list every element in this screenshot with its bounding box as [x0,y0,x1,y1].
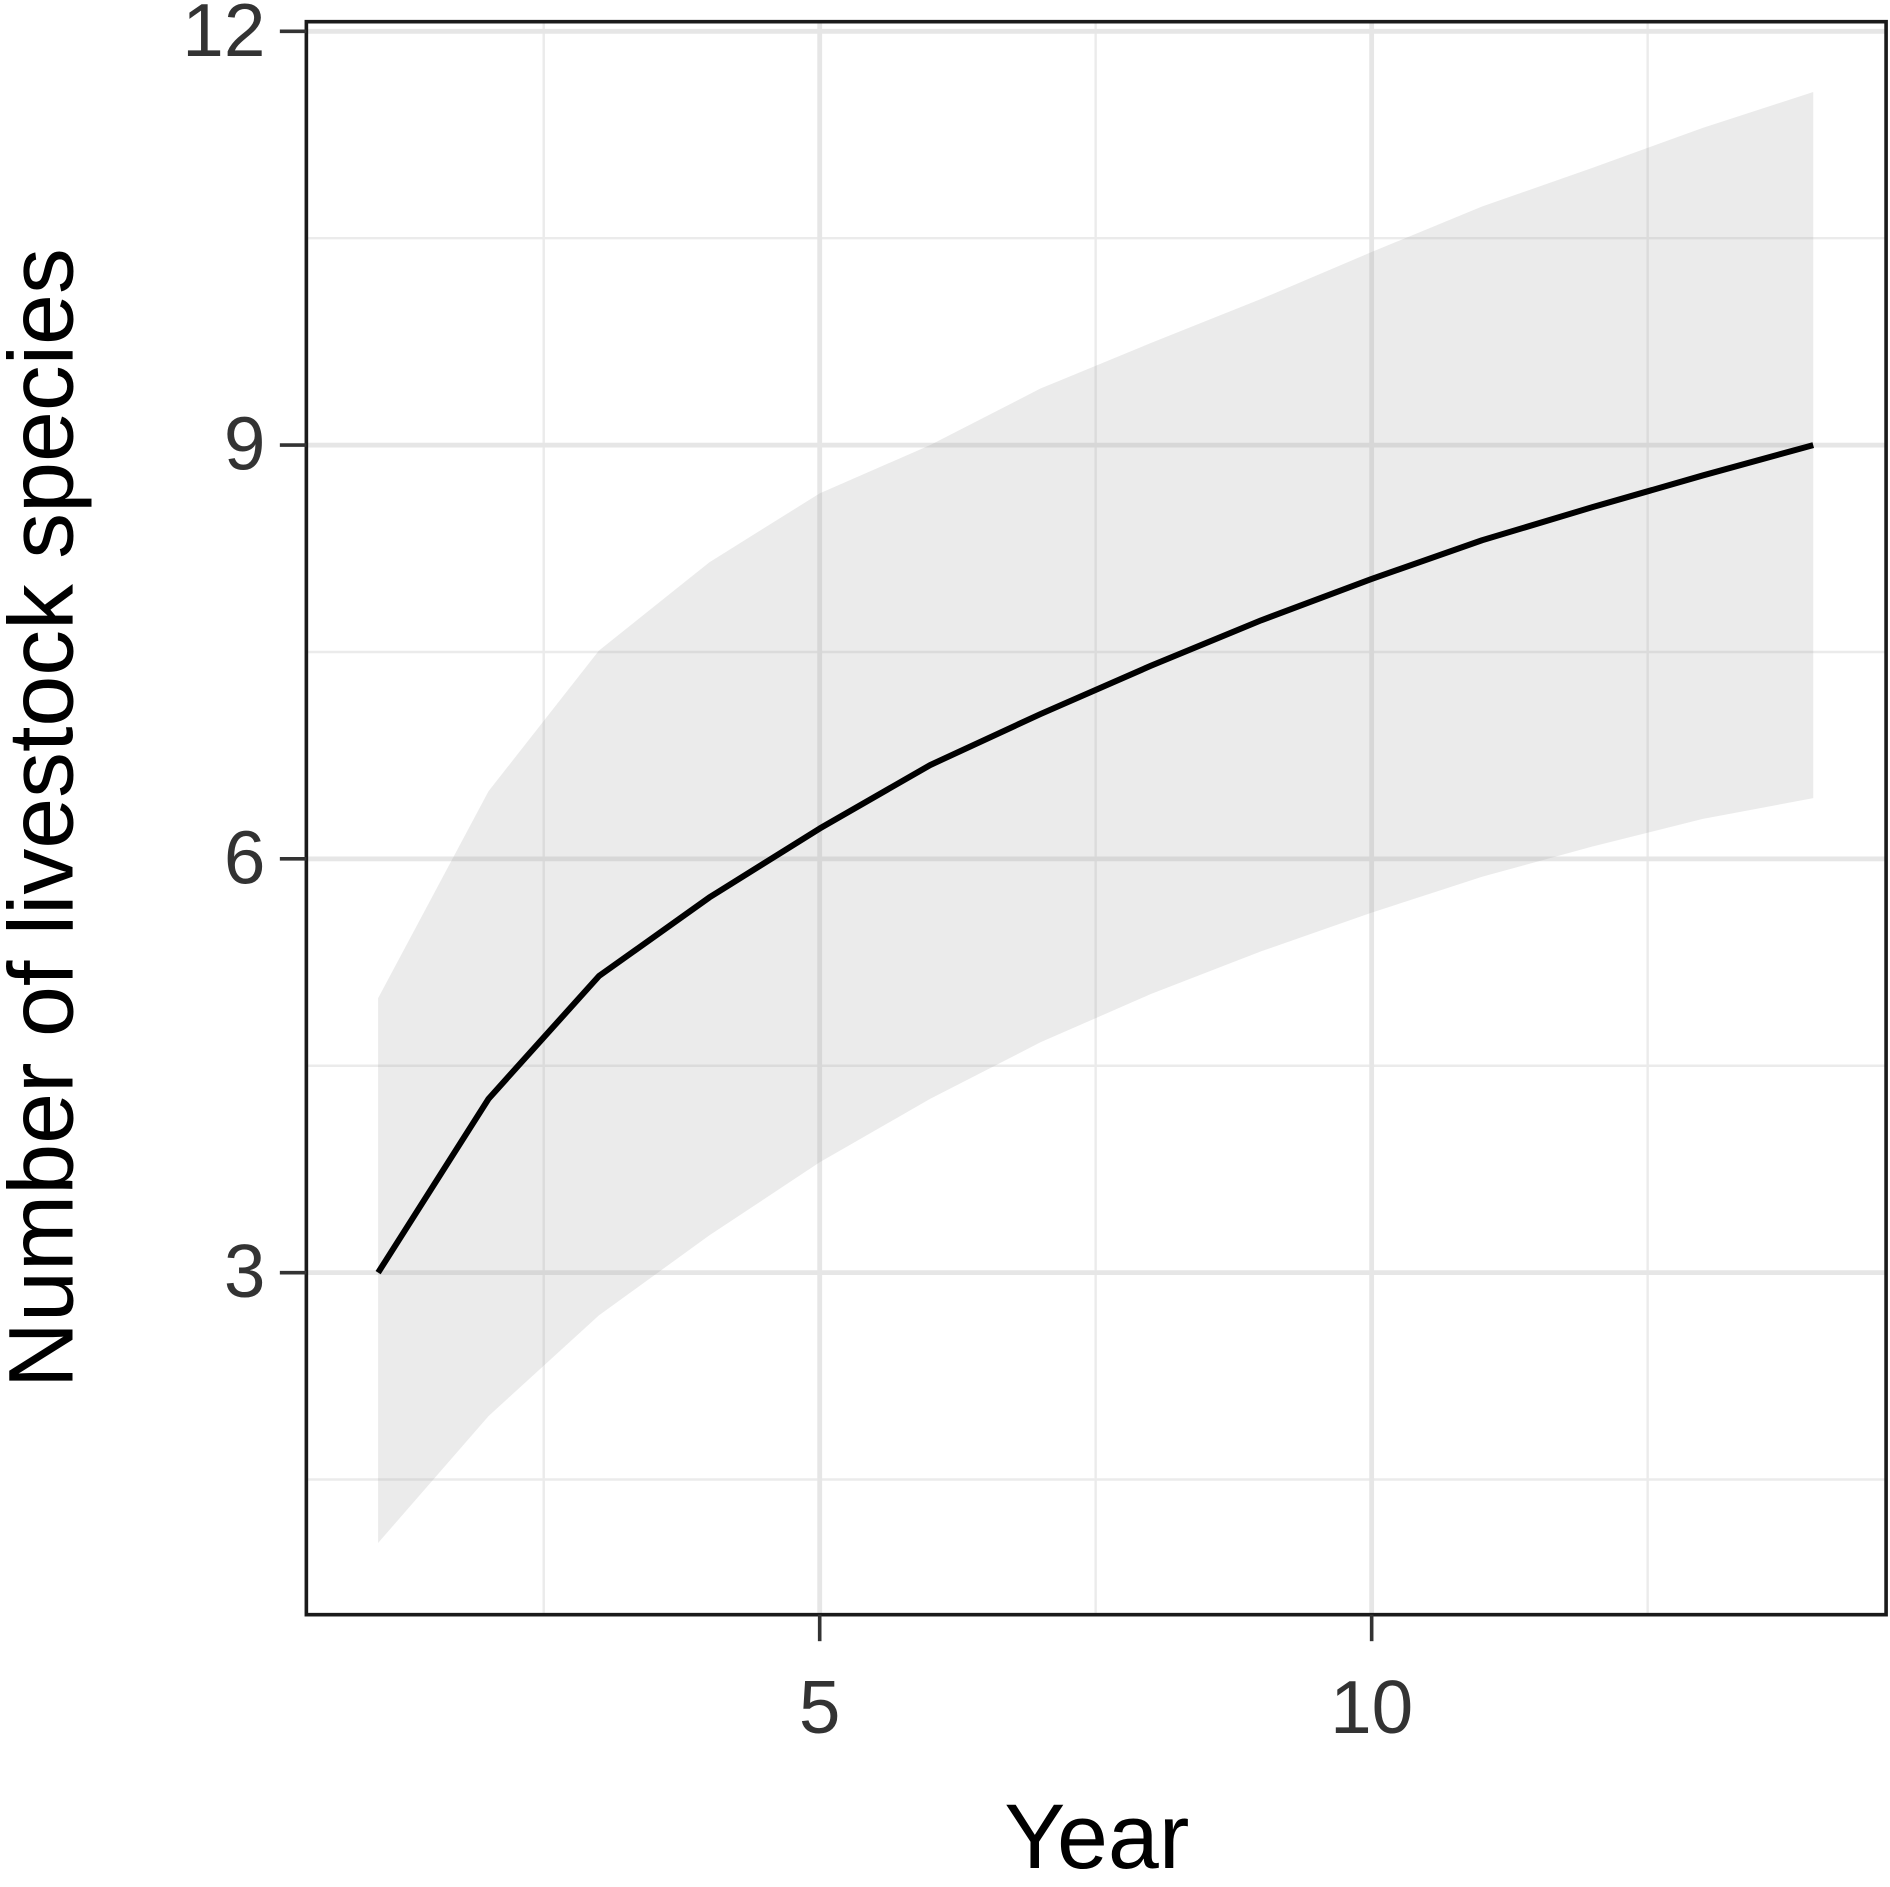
grid [306,21,1887,1615]
y-axis-title: Number of livestock species [0,248,93,1388]
y-tick-label: 3 [224,1229,266,1313]
confidence-band [378,92,1814,1543]
x-tick-label: 5 [799,1665,841,1749]
y-tick-label: 12 [182,0,265,72]
marks [375,92,1815,1543]
panel-border [304,19,1888,1617]
y-tick-label: 9 [224,402,266,486]
y-tick-label: 6 [224,815,266,899]
trend-line [375,442,1815,1275]
x-tick-label: 10 [1330,1665,1413,1749]
x-axis-title: Year [1004,1786,1189,1887]
axes: 5 10 3 6 9 12 [182,0,1413,1749]
